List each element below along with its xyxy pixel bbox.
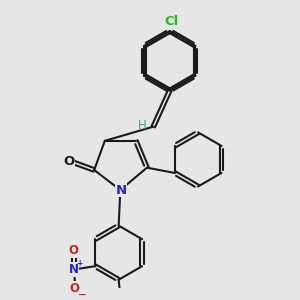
Text: O: O — [64, 155, 75, 168]
Text: O: O — [69, 244, 79, 257]
Text: N: N — [69, 263, 79, 276]
Text: O: O — [70, 282, 80, 295]
Text: Cl: Cl — [164, 15, 178, 28]
Text: +: + — [76, 259, 82, 268]
Text: −: − — [78, 290, 86, 300]
Text: H: H — [137, 118, 146, 132]
Text: N: N — [116, 184, 127, 196]
